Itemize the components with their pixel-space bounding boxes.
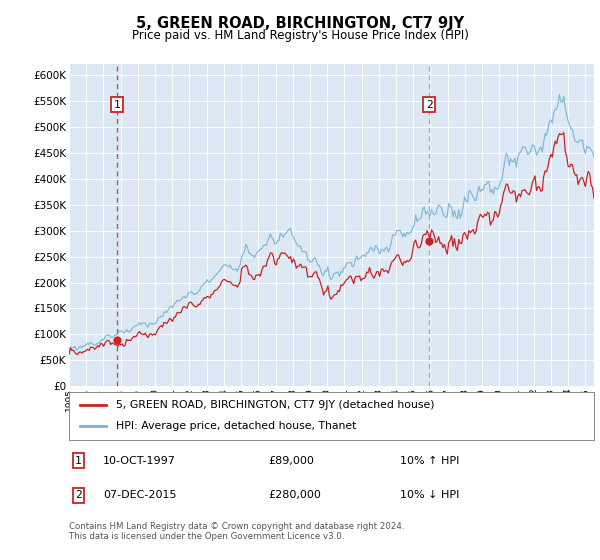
- Text: 5, GREEN ROAD, BIRCHINGTON, CT7 9JY: 5, GREEN ROAD, BIRCHINGTON, CT7 9JY: [136, 16, 464, 31]
- Text: 07-DEC-2015: 07-DEC-2015: [103, 491, 176, 500]
- Text: 10% ↓ HPI: 10% ↓ HPI: [400, 491, 459, 500]
- Text: 2: 2: [426, 100, 433, 110]
- Text: 1: 1: [75, 455, 82, 465]
- Text: 10-OCT-1997: 10-OCT-1997: [103, 455, 176, 465]
- Text: Price paid vs. HM Land Registry's House Price Index (HPI): Price paid vs. HM Land Registry's House …: [131, 29, 469, 41]
- Text: Contains HM Land Registry data © Crown copyright and database right 2024.
This d: Contains HM Land Registry data © Crown c…: [69, 522, 404, 542]
- Point: [424, 236, 434, 245]
- Text: 5, GREEN ROAD, BIRCHINGTON, CT7 9JY (detached house): 5, GREEN ROAD, BIRCHINGTON, CT7 9JY (det…: [116, 400, 435, 410]
- Text: 1: 1: [113, 100, 120, 110]
- Point: [112, 335, 122, 344]
- Text: 10% ↑ HPI: 10% ↑ HPI: [400, 455, 459, 465]
- Text: 2: 2: [75, 491, 82, 500]
- Text: HPI: Average price, detached house, Thanet: HPI: Average price, detached house, Than…: [116, 421, 356, 431]
- Text: £280,000: £280,000: [269, 491, 322, 500]
- Text: £89,000: £89,000: [269, 455, 314, 465]
